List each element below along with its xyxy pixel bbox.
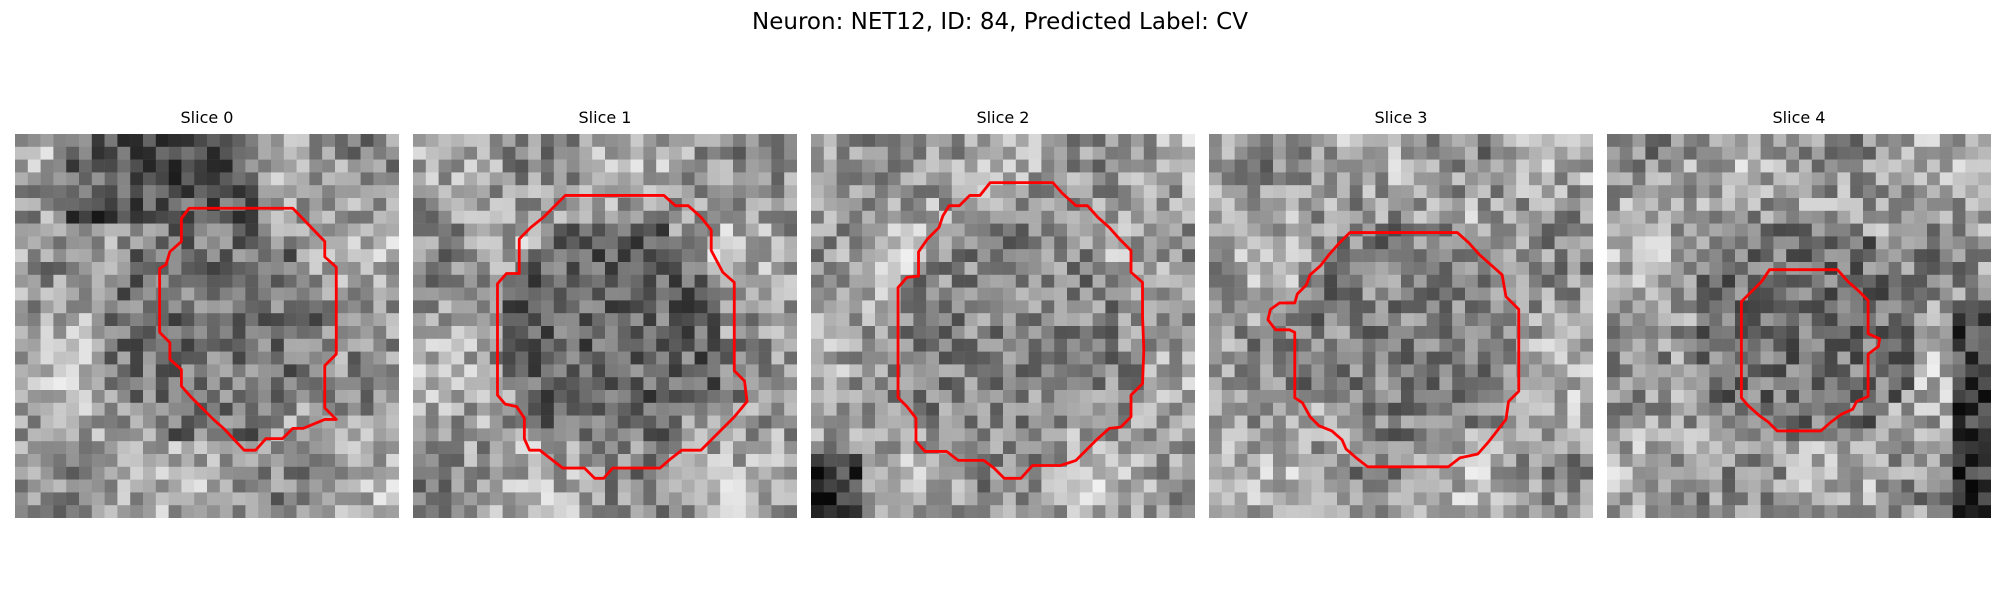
slice-image xyxy=(15,134,399,518)
neuron-contour xyxy=(496,194,749,480)
figure-title: Neuron: NET12, ID: 84, Predicted Label: … xyxy=(752,9,1248,35)
slice-title: Slice 0 xyxy=(180,108,234,127)
neuron-contour xyxy=(1266,231,1521,469)
neuron-contour xyxy=(1739,268,1882,433)
slice-panel-4: Slice 4 xyxy=(1607,108,1991,518)
slice-image xyxy=(413,134,797,518)
neuron-contour xyxy=(896,181,1146,480)
slice-panel-2: Slice 2 xyxy=(811,108,1195,518)
slice-title: Slice 3 xyxy=(1374,108,1428,127)
slice-panel-3: Slice 3 xyxy=(1209,108,1593,518)
slice-panel-1: Slice 1 xyxy=(413,108,797,518)
slice-title: Slice 2 xyxy=(976,108,1030,127)
slice-image xyxy=(1209,134,1593,518)
slice-title: Slice 1 xyxy=(578,108,632,127)
slice-image xyxy=(811,134,1195,518)
neuron-contour xyxy=(158,206,338,452)
slice-image xyxy=(1607,134,1991,518)
slice-title: Slice 4 xyxy=(1772,108,1826,127)
slice-panel-0: Slice 0 xyxy=(15,108,399,518)
